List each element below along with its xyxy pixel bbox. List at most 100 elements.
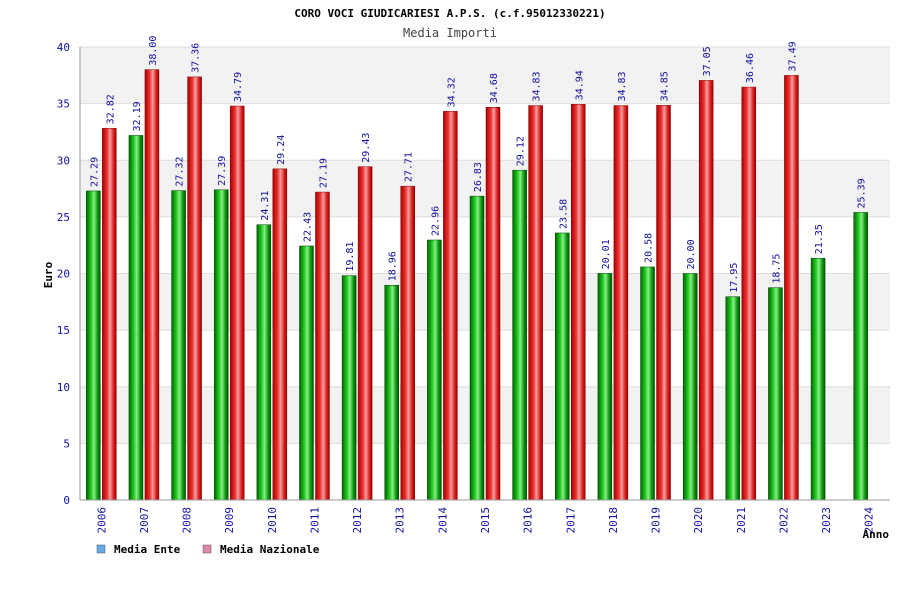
value-label: 34.68 [489, 73, 500, 103]
x-tick-label: 2021 [735, 507, 748, 534]
bar-media-ente-2008 [171, 190, 186, 501]
x-tick-label: 2020 [692, 507, 705, 534]
value-label: 27.32 [175, 156, 186, 186]
x-tick-label: 2017 [564, 507, 577, 534]
y-tick-label: 20 [57, 268, 70, 281]
x-tick-label: 2015 [479, 507, 492, 534]
value-label: 32.19 [132, 101, 143, 131]
y-tick-label: 35 [57, 98, 70, 111]
x-tick-label: 2008 [181, 507, 194, 534]
value-label: 34.83 [617, 71, 628, 101]
value-label: 20.58 [644, 233, 655, 263]
value-label: 34.32 [446, 77, 457, 107]
x-tick-label: 2010 [266, 507, 279, 534]
bar-media-nazionale-2007 [144, 69, 160, 501]
value-label: 38.00 [148, 36, 159, 66]
value-label: 20.00 [686, 239, 697, 269]
bar-media-nazionale-2015 [485, 106, 501, 501]
bar-media-ente-2006 [86, 190, 101, 501]
x-tick-label: 2007 [138, 507, 151, 534]
legend-swatch-media-ente [96, 544, 106, 554]
chart-subtitle: Media Importi [403, 26, 497, 40]
bar-media-ente-2014 [427, 239, 442, 501]
value-label: 27.19 [318, 158, 329, 188]
y-axis-label: Euro [42, 261, 55, 288]
bar-media-nazionale-2022 [784, 75, 799, 501]
x-tick-label: 2014 [436, 507, 449, 534]
chart-title: CORO VOCI GIUDICARIESI A.P.S. (c.f.95012… [294, 7, 605, 20]
value-label: 22.43 [302, 212, 313, 242]
bar-media-ente-2016 [512, 169, 527, 501]
x-tick-label: 2009 [223, 507, 236, 534]
bar-media-nazionale-2010 [272, 168, 288, 501]
x-tick-label: 2006 [95, 507, 108, 534]
legend-swatch-media-nazionale [202, 544, 212, 554]
y-tick-label: 30 [57, 154, 70, 167]
bar-media-ente-2013 [384, 285, 399, 501]
value-label: 25.39 [857, 178, 868, 208]
bar-media-nazionale-2016 [528, 105, 543, 501]
x-tick-label: 2023 [820, 507, 833, 534]
bar-media-nazionale-2006 [102, 128, 117, 501]
bar-media-nazionale-2021 [741, 86, 757, 501]
value-label: 34.94 [574, 70, 585, 100]
bar-media-ente-2012 [341, 275, 357, 501]
bar-media-nazionale-2009 [229, 105, 245, 501]
value-label: 37.49 [787, 41, 798, 71]
value-label: 29.12 [516, 136, 527, 166]
value-label: 20.01 [601, 239, 612, 269]
bar-media-ente-2019 [640, 266, 655, 501]
value-label: 36.46 [745, 53, 756, 83]
value-label: 21.35 [814, 224, 825, 254]
y-tick-label: 5 [63, 437, 70, 450]
legend-label-media-nazionale: Media Nazionale [220, 543, 320, 556]
value-label: 17.95 [729, 263, 740, 293]
bar-media-nazionale-2011 [315, 191, 330, 501]
value-label: 32.82 [105, 94, 116, 124]
x-tick-label: 2018 [607, 507, 620, 534]
value-label: 37.05 [702, 46, 713, 76]
value-label: 37.36 [191, 43, 202, 73]
value-label: 34.83 [532, 71, 543, 101]
y-tick-label: 0 [63, 494, 70, 507]
bar-media-ente-2007 [128, 135, 144, 501]
bar-media-nazionale-2020 [698, 80, 714, 501]
bar-media-ente-2023 [810, 257, 826, 501]
bar-media-nazionale-2008 [187, 76, 202, 501]
y-axis-ticks: 0 5 10 15 20 25 30 35 40 [57, 41, 70, 507]
value-label: 24.31 [260, 191, 271, 221]
value-label: 34.79 [233, 72, 244, 102]
x-tick-label: 2016 [522, 507, 535, 534]
x-axis-ticks: 2006 2007 2008 2009 2010 2011 2012 2013 2014 2015… [95, 507, 875, 534]
x-tick-label: 2011 [308, 507, 321, 534]
bar-media-ente-2020 [682, 273, 698, 501]
value-label: 27.29 [89, 157, 100, 187]
bar-media-ente-2024 [853, 212, 868, 501]
bar-media-nazionale-2014 [443, 111, 458, 501]
bar-media-nazionale-2019 [656, 105, 671, 501]
bar-media-ente-2010 [256, 224, 272, 501]
value-label: 27.71 [404, 152, 415, 182]
bar-media-nazionale-2012 [357, 166, 373, 501]
bar-media-nazionale-2013 [400, 185, 415, 501]
bar-media-nazionale-2018 [613, 105, 629, 501]
x-tick-label: 2012 [351, 507, 364, 534]
x-tick-label: 2024 [863, 507, 876, 534]
bar-media-ente-2018 [597, 273, 613, 501]
x-tick-label: 2013 [394, 507, 407, 534]
legend-label-media-ente: Media Ente [114, 543, 181, 556]
value-label: 19.81 [345, 242, 356, 272]
value-label: 29.43 [361, 133, 372, 163]
value-label: 23.58 [558, 199, 569, 229]
value-label: 34.85 [660, 71, 671, 101]
value-label: 18.75 [771, 254, 782, 284]
bar-media-nazionale-2017 [571, 104, 586, 501]
y-tick-label: 10 [57, 381, 70, 394]
bar-media-ente-2015 [469, 195, 485, 501]
value-labels: 27.29 32.82 32.19 38.00 27.32 37.36 27.39 34.79… [89, 36, 867, 293]
x-tick-label: 2022 [777, 507, 790, 534]
bar-media-ente-2011 [299, 245, 314, 501]
value-label: 26.83 [473, 162, 484, 192]
y-tick-label: 40 [57, 41, 70, 54]
